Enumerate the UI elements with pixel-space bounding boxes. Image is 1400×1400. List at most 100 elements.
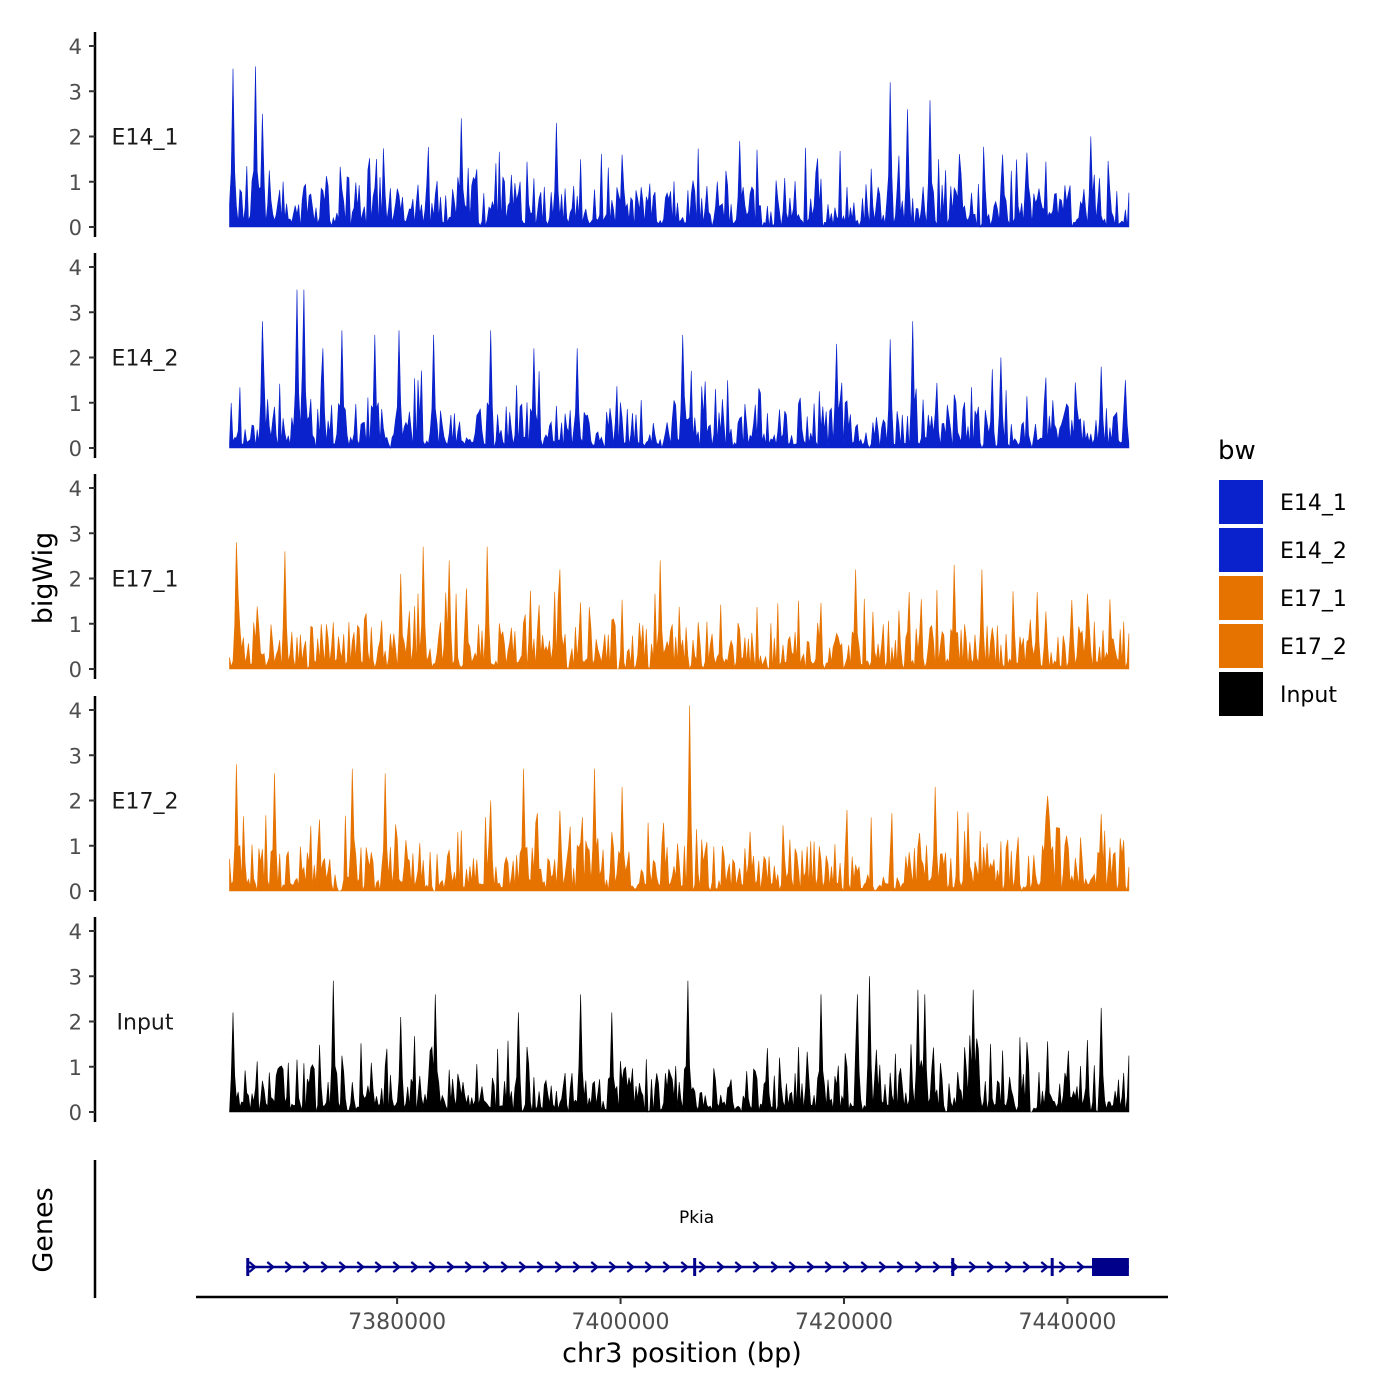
legend-label: E17_1 (1280, 587, 1347, 612)
legend-label: E14_2 (1280, 539, 1347, 564)
y-tick-label: 2 (69, 568, 82, 592)
strand-arrow (662, 1261, 671, 1273)
strand-arrow (1076, 1261, 1085, 1273)
x-tick-label: 7420000 (795, 1310, 893, 1335)
y-tick-label: 4 (69, 477, 82, 501)
strand-arrow (266, 1261, 275, 1273)
strand-arrow (1040, 1261, 1049, 1273)
exon (1092, 1258, 1129, 1276)
strand-arrow (860, 1261, 869, 1273)
y-tick-label: 1 (69, 835, 82, 859)
x-axis-title: chr3 position (bp) (562, 1338, 802, 1369)
y-tick-label: 2 (69, 790, 82, 814)
legend-label: E17_2 (1280, 635, 1347, 660)
x-tick-label: 7380000 (348, 1310, 446, 1335)
y-tick-label: 3 (69, 522, 82, 546)
y-tick-label: 4 (69, 35, 82, 59)
strand-arrow (842, 1261, 851, 1273)
legend-swatch (1219, 480, 1263, 524)
strand-arrow (590, 1261, 599, 1273)
y-tick-label: 0 (69, 658, 82, 682)
y-tick-label: 0 (69, 437, 82, 461)
track-label: E17_1 (112, 568, 179, 593)
strand-arrow (968, 1261, 977, 1273)
signal-area (229, 289, 1130, 450)
gene-pkia: Pkia (246, 1208, 1129, 1276)
strand-arrow (680, 1261, 689, 1273)
y-tick-label: 1 (69, 613, 82, 637)
genes-track-title: Genes (28, 1187, 59, 1272)
y-tick-label: 3 (69, 965, 82, 989)
track-input: 0 1 2 3 4 Input (69, 917, 1130, 1125)
strand-arrow (338, 1261, 347, 1273)
x-tick-label: 7400000 (572, 1310, 670, 1335)
strand-arrow (770, 1261, 779, 1273)
y-tick-label: 3 (69, 301, 82, 325)
x-axis: 7380000 7400000 7420000 7440000 (196, 1295, 1168, 1335)
strand-arrow (1004, 1261, 1013, 1273)
strand-arrow (824, 1261, 833, 1273)
y-tick-label: 4 (69, 256, 82, 280)
legend-swatch (1219, 576, 1263, 620)
strand-arrow (698, 1261, 707, 1273)
legend-label: E14_1 (1280, 491, 1347, 516)
y-tick-label: 2 (69, 1011, 82, 1035)
track-e14-1: 0 1 2 3 4 E14_1 (69, 32, 1130, 240)
strand-arrow (518, 1261, 527, 1273)
track-e17-1: 0 1 2 3 4 E17_1 (69, 474, 1130, 682)
exon (1050, 1258, 1054, 1276)
y-tick-label: 1 (69, 1056, 82, 1080)
y-tick-label: 0 (69, 880, 82, 904)
strand-arrow (536, 1261, 545, 1273)
track-e17-2: 0 1 2 3 4 E17_2 (69, 696, 1130, 904)
exon (693, 1258, 697, 1276)
strand-arrow (608, 1261, 617, 1273)
strand-arrow (806, 1261, 815, 1273)
signal-tracks: 0 1 2 3 4 E14_1 0 1 2 3 4 E14_2 0 1 2 3 4 E17_1 0 1 2 3 4 E17_2… (69, 32, 1130, 1125)
y-tick-label: 1 (69, 392, 82, 416)
gene-track: Pkia (93, 1160, 1129, 1298)
track-label: E14_2 (112, 347, 179, 372)
strand-arrow (500, 1261, 509, 1273)
strand-arrow (752, 1261, 761, 1273)
signal-area (229, 976, 1130, 1113)
strand-arrow (446, 1261, 455, 1273)
y-tick-label: 0 (69, 216, 82, 240)
track-e14-2: 0 1 2 3 4 E14_2 (69, 253, 1130, 461)
x-tick-label: 7440000 (1018, 1310, 1116, 1335)
strand-arrow (554, 1261, 563, 1273)
legend-swatch (1219, 528, 1263, 572)
strand-arrow (482, 1261, 491, 1273)
y-tick-label: 2 (69, 126, 82, 150)
strand-arrow (932, 1261, 941, 1273)
strand-arrow (302, 1261, 311, 1273)
strand-arrow (1022, 1261, 1031, 1273)
track-label: E14_1 (112, 126, 179, 151)
strand-arrow (356, 1261, 365, 1273)
strand-arrow (572, 1261, 581, 1273)
strand-arrow (428, 1261, 437, 1273)
signal-area (229, 542, 1130, 671)
y-tick-label: 4 (69, 699, 82, 723)
y-tick-label: 4 (69, 920, 82, 944)
strand-arrow (914, 1261, 923, 1273)
strand-arrow (896, 1261, 905, 1273)
y-axis-title: bigWig (28, 532, 59, 625)
y-tick-label: 2 (69, 347, 82, 371)
exon (246, 1258, 250, 1276)
y-tick-label: 3 (69, 80, 82, 104)
strand-arrow (626, 1261, 635, 1273)
signal-area (229, 66, 1130, 229)
legend-title: bw (1218, 436, 1256, 466)
strand-arrow (788, 1261, 797, 1273)
legend: bw E14_1 E14_2 E17_1 E17_2 Input (1218, 436, 1347, 716)
track-label: Input (117, 1011, 174, 1036)
strand-arrow (320, 1261, 329, 1273)
strand-arrow (716, 1261, 725, 1273)
legend-swatch (1219, 672, 1263, 716)
strand-arrow (248, 1261, 257, 1273)
signal-area (229, 705, 1130, 893)
strand-arrow (734, 1261, 743, 1273)
exon (951, 1258, 955, 1276)
